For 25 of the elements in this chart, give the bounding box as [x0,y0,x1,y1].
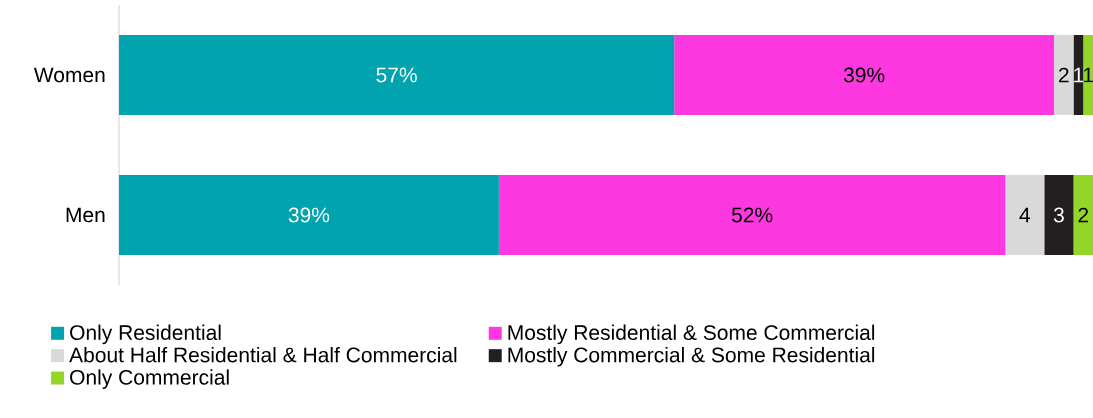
data-label: 39% [288,207,330,223]
bar [1073,175,1093,255]
y-tick-label: Women [33,67,105,83]
legend-label: Only Residential [70,324,221,345]
legend-label: About Half Residential & Half Commercial [69,346,457,363]
data-label: 3 [1053,207,1064,223]
legend-label: Only Commercial [70,369,229,389]
bar [119,175,499,255]
bar [498,175,1006,255]
bar [674,35,1055,115]
bar [119,35,675,115]
data-label: 2 [1059,67,1069,83]
data-label: 2 [1078,207,1089,223]
data-label: 57% [376,67,417,83]
data-label: 4 [1019,207,1031,223]
bar [1005,175,1045,255]
bar [1054,35,1074,115]
data-label: 1 [1083,67,1093,83]
legend-label: Mostly Commercial & Some Residential [508,346,875,367]
data-label: 39% [843,67,885,83]
y-tick-label: Men [66,207,105,223]
legend-label: Mostly Residential & Some Commercial [508,324,875,345]
data-label: 52% [731,207,773,223]
bar [1083,35,1093,115]
bar [1044,175,1074,255]
